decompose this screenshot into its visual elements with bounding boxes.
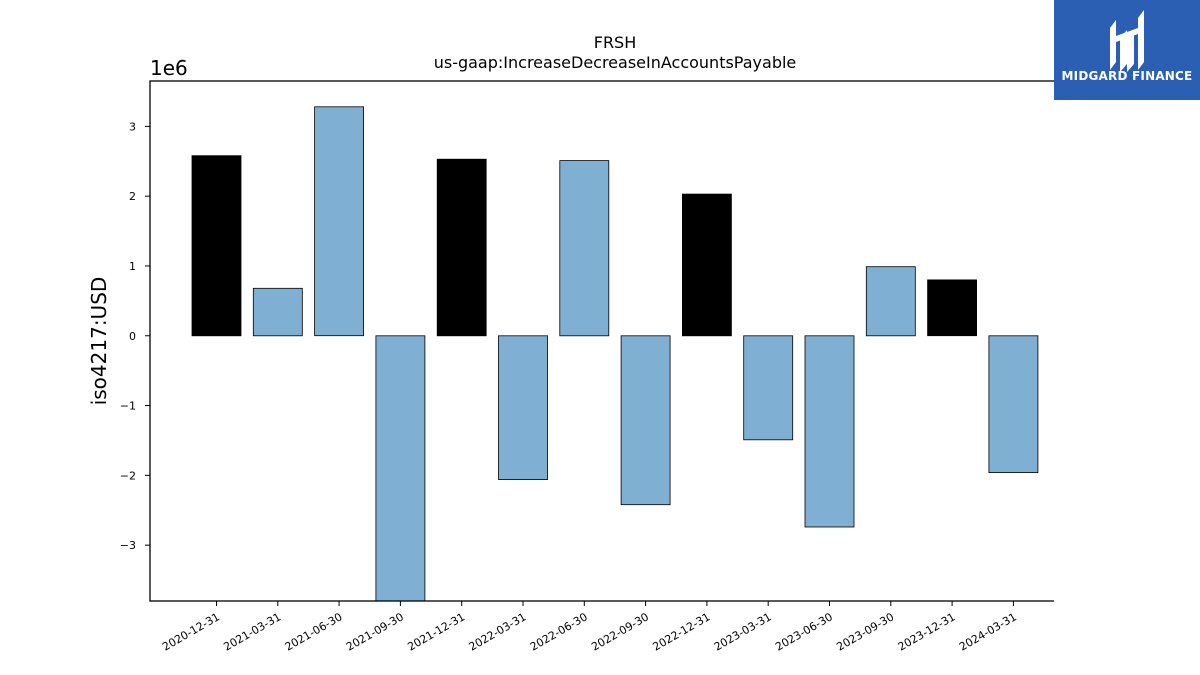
y-tick-label: −2 — [120, 469, 136, 482]
x-tick-label: 2022-12-31 — [651, 610, 713, 653]
bar-2021-06-30 — [314, 106, 365, 337]
x-tick-label: 2022-06-30 — [528, 610, 590, 653]
bar-2021-09-30 — [375, 335, 426, 602]
bar-chart: FRSH us-gaap:IncreaseDecreaseInAccountsP… — [87, 33, 1054, 654]
x-tick-label: 2023-09-30 — [834, 610, 896, 653]
y-tick-label: 3 — [129, 120, 136, 133]
y-tick-label: 0 — [129, 330, 136, 343]
y-tick-label: −1 — [120, 400, 136, 413]
y-tick-label: 1 — [129, 260, 136, 273]
logo-text: MIDGARD FINANCE — [1061, 69, 1193, 83]
x-tick-label: 2024-03-31 — [957, 610, 1019, 653]
bars-group — [191, 106, 1039, 602]
bar-2022-06-30 — [559, 160, 610, 337]
chart-title: FRSH — [594, 33, 637, 52]
x-tick-label: 2020-12-31 — [160, 610, 222, 653]
x-tick-label: 2023-06-30 — [773, 610, 835, 653]
x-tick-label: 2022-03-31 — [467, 610, 529, 653]
midgard-logo-icon — [1110, 10, 1144, 72]
y-ticks-group: −3 −2 −1 0 1 2 3 — [120, 120, 150, 552]
bar-2021-03-31 — [252, 287, 303, 337]
plot-frame — [149, 80, 1054, 602]
bar-2023-12-31 — [927, 279, 977, 337]
bar-2020-12-31 — [191, 155, 242, 337]
chart-subtitle: us-gaap:IncreaseDecreaseInAccountsPayabl… — [434, 53, 797, 72]
x-tick-label: 2022-09-30 — [589, 610, 651, 653]
x-tick-label: 2021-03-31 — [221, 610, 283, 653]
x-tick-label: 2021-12-31 — [405, 610, 467, 653]
y-scale-label: 1e6 — [150, 56, 188, 80]
bar-2024-03-31 — [988, 335, 1039, 473]
bar-2022-09-30 — [620, 335, 671, 506]
y-tick-label: 2 — [129, 190, 136, 203]
bar-2021-12-31 — [436, 158, 487, 337]
bar-2023-09-30 — [865, 266, 916, 337]
bar-2022-03-31 — [498, 335, 548, 480]
bar-2023-06-30 — [804, 335, 855, 528]
x-tick-label: 2021-06-30 — [283, 610, 345, 653]
x-tick-label: 2023-12-31 — [896, 610, 958, 653]
x-tick-label: 2021-09-30 — [344, 610, 406, 653]
x-ticks-group: 2020-12-31 2021-03-31 2021-06-30 2021-09-30… — [160, 601, 1019, 654]
y-tick-label: −3 — [120, 539, 136, 552]
bar-2022-12-31 — [682, 193, 732, 337]
y-axis-label: iso4217:USD — [87, 277, 111, 406]
midgard-finance-logo: MIDGARD FINANCE — [1054, 0, 1200, 100]
bar-2023-03-31 — [743, 335, 794, 441]
x-tick-label: 2023-03-31 — [712, 610, 774, 653]
